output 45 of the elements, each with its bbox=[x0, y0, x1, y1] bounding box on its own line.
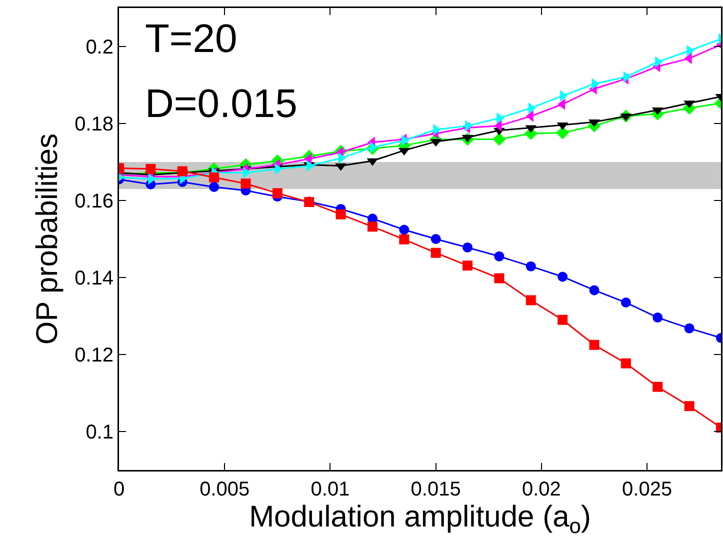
point bbox=[430, 248, 441, 258]
point bbox=[652, 382, 663, 392]
y-axis-title: OP probabilities bbox=[30, 133, 64, 345]
y-tick-label: 0.2 bbox=[86, 36, 114, 58]
x-tick-label: 0.005 bbox=[200, 478, 250, 500]
annotation: D=0.015 bbox=[145, 82, 298, 126]
point bbox=[620, 298, 631, 308]
point bbox=[430, 234, 441, 244]
point bbox=[272, 188, 282, 198]
point bbox=[492, 132, 506, 146]
point bbox=[146, 164, 156, 174]
point bbox=[684, 323, 694, 334]
point bbox=[462, 242, 473, 252]
x-tick-label: 0 bbox=[113, 478, 125, 500]
x-tick-label: 0.025 bbox=[622, 478, 672, 500]
point bbox=[526, 295, 536, 306]
point bbox=[558, 272, 568, 282]
point bbox=[652, 312, 663, 323]
y-tick-label: 0.1 bbox=[86, 422, 114, 444]
point bbox=[558, 314, 568, 325]
x-tick-label: 0.01 bbox=[310, 478, 350, 500]
point bbox=[684, 401, 694, 412]
x-tick-label: 0.02 bbox=[522, 478, 561, 500]
y-tick-label: 0.18 bbox=[74, 114, 114, 136]
point bbox=[399, 234, 410, 244]
point bbox=[589, 285, 600, 296]
point bbox=[556, 126, 570, 140]
point bbox=[367, 222, 378, 232]
y-tick-label: 0.12 bbox=[74, 344, 114, 366]
point bbox=[399, 224, 410, 235]
point bbox=[209, 182, 220, 192]
point bbox=[620, 358, 631, 368]
point bbox=[494, 251, 504, 262]
x-axis-title: Modulation amplitude (a$_{o}$) bbox=[249, 500, 591, 538]
annotation: T=20 bbox=[145, 17, 238, 61]
point bbox=[336, 209, 346, 220]
y-tick-label: 0.16 bbox=[74, 190, 114, 212]
y-tick-label: 0.14 bbox=[74, 268, 114, 290]
x-tick-label: 0.015 bbox=[410, 478, 461, 500]
point bbox=[209, 172, 220, 182]
point bbox=[589, 340, 600, 350]
point bbox=[526, 261, 536, 272]
point bbox=[494, 273, 504, 284]
point bbox=[462, 260, 473, 271]
point bbox=[240, 178, 251, 189]
